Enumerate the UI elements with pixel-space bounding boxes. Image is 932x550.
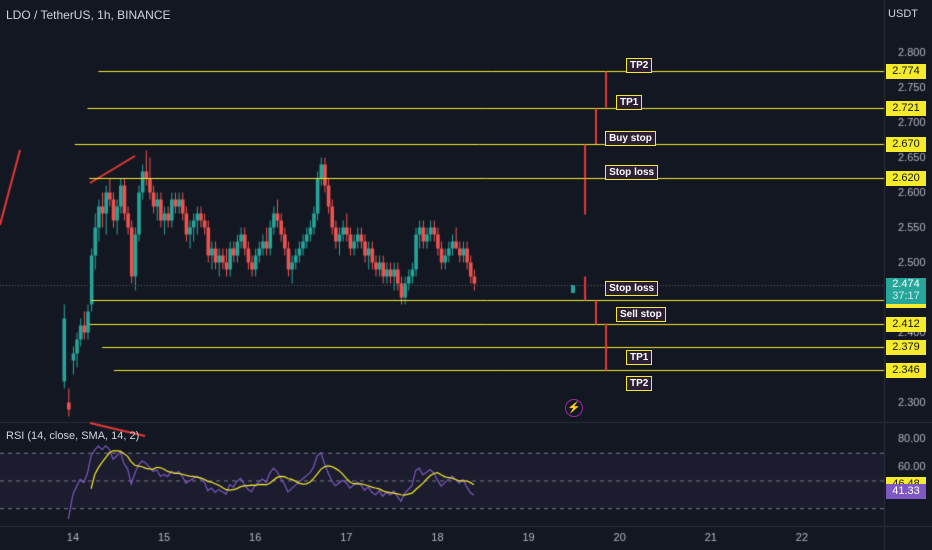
lightning-icon[interactable]: ⚡: [565, 399, 583, 417]
level-price-box: 2.346: [886, 363, 926, 378]
symbol-title: LDO / TetherUS, 1h, BINANCE: [6, 8, 171, 22]
level-label: TP1: [616, 95, 642, 110]
level-label: TP1: [626, 350, 652, 365]
level-label: Sell stop: [616, 307, 666, 322]
level-label: TP2: [626, 58, 652, 73]
rsi-indicator-label[interactable]: RSI (14, close, SMA, 14, 2): [6, 430, 139, 442]
current-price-badge: 2.474 37:17: [886, 278, 926, 304]
level-label: Buy stop: [605, 131, 656, 146]
rsi-value-box: 41.33: [886, 484, 926, 499]
level-price-box: 2.620: [886, 171, 926, 186]
level-price-box: 2.379: [886, 340, 926, 355]
bar-countdown: 37:17: [886, 290, 926, 302]
level-label: Stop loss: [605, 281, 658, 296]
level-price-box: 2.774: [886, 64, 926, 79]
level-price-box: 2.670: [886, 137, 926, 152]
level-label: TP2: [626, 376, 652, 391]
currency-label: USDT: [888, 8, 918, 20]
level-price-box: 2.721: [886, 101, 926, 116]
level-label: Stop loss: [605, 165, 658, 180]
level-price-box: 2.412: [886, 317, 926, 332]
current-price: 2.474: [886, 278, 926, 290]
